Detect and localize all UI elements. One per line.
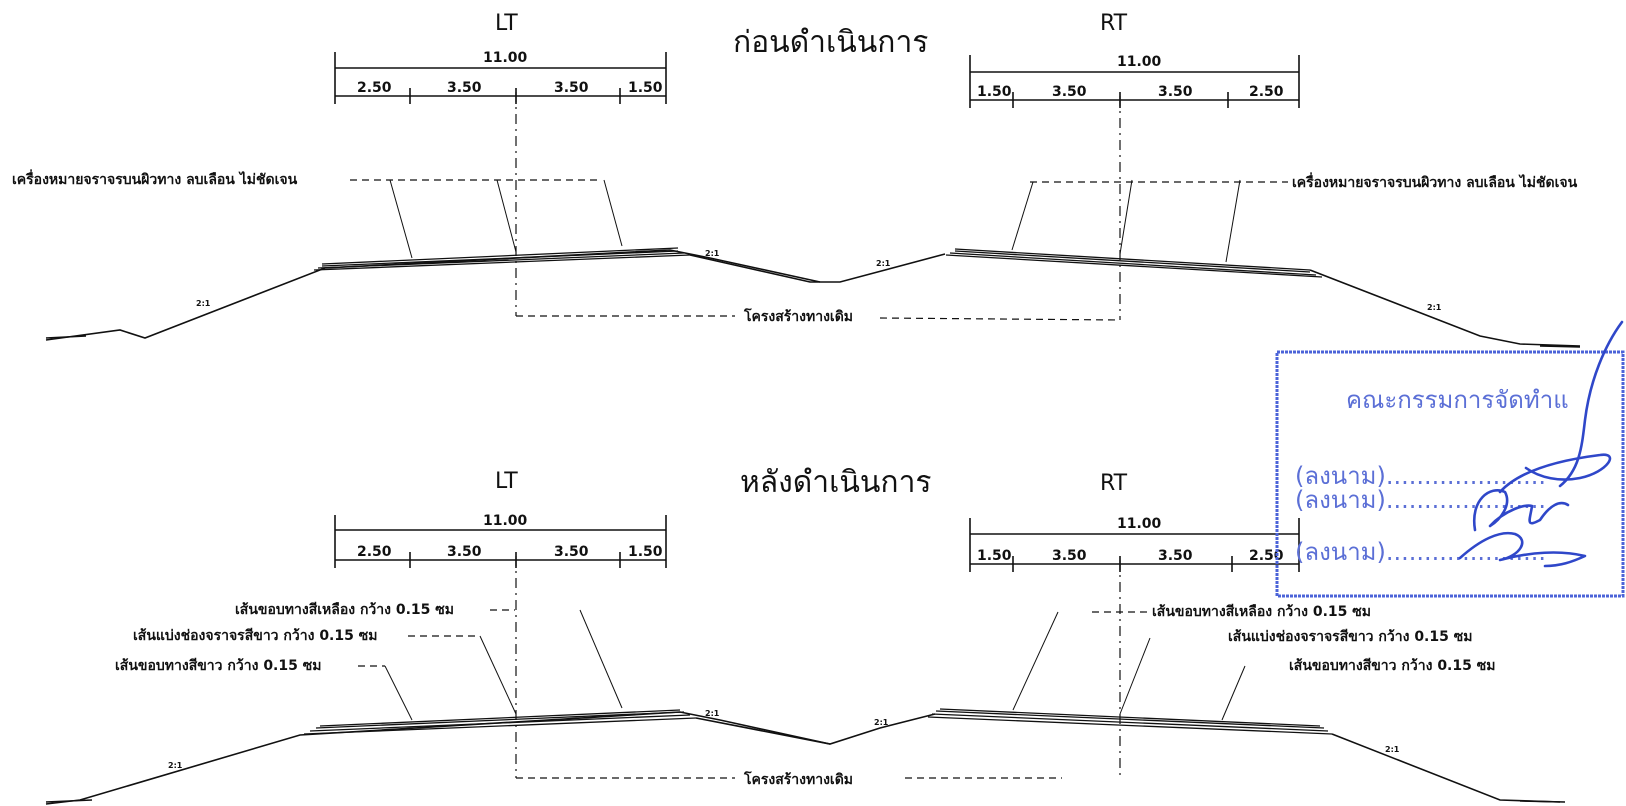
bottom-title: หลังดำเนินการ [740, 465, 932, 500]
bottom-leaders [384, 609, 1246, 721]
bottom-right-note-2: เส้นแบ่งช่องจราจรสีขาว กว้าง 0.15 ซม [1228, 629, 1472, 645]
stamp-heading: คณะกรรมการจัดทำแ [1346, 386, 1569, 414]
bottom-left-dim-2: 3.50 [447, 544, 482, 560]
top-right-dim-4: 2.50 [1249, 84, 1284, 100]
top-left-total: 11.00 [483, 50, 528, 66]
top-slope-4: 2:1 [1427, 303, 1442, 312]
top-right-side-label: RT [1100, 11, 1128, 36]
top-left-dim-3: 3.50 [554, 80, 589, 96]
committee-stamp: คณะกรรมการจัดทำแ (ลงนาม)................… [1275, 350, 1625, 598]
top-right-dim-3: 3.50 [1158, 84, 1193, 100]
top-slope-3: 2:1 [876, 259, 891, 268]
bottom-left-road [45, 709, 831, 805]
bottom-left-dim-1: 2.50 [357, 544, 392, 560]
top-left-dimensions: 11.00 2.50 3.50 3.50 1.50 [334, 50, 667, 104]
bottom-right-side-label: RT [1100, 471, 1128, 496]
bottom-left-total: 11.00 [483, 513, 528, 529]
bottom-median [695, 713, 936, 745]
bottom-right-dim-2: 3.50 [1052, 548, 1087, 564]
bottom-structure-label: โครงสร้างทางเดิม [743, 770, 853, 788]
bottom-right-road [927, 708, 1566, 803]
bottom-left-side-label: LT [495, 469, 518, 494]
bottom-left-dim-4: 1.50 [628, 544, 663, 560]
top-title: ก่อนดำเนินการ [733, 25, 928, 60]
stamp-sign-row-1: (ลงนาม)..................... [1295, 462, 1546, 490]
bottom-right-dim-1: 1.50 [977, 548, 1012, 564]
top-slope-2: 2:1 [705, 249, 720, 258]
top-slope-1: 2:1 [196, 299, 211, 308]
bottom-right-dim-3: 3.50 [1158, 548, 1193, 564]
bottom-right-dimensions: 11.00 1.50 3.50 3.50 2.50 [969, 516, 1300, 572]
handwritten-signatures [1458, 320, 1624, 568]
bottom-slope-4: 2:1 [1385, 745, 1400, 754]
top-left-dim-4: 1.50 [628, 80, 663, 96]
top-median [689, 253, 946, 283]
bottom-left-dimensions: 11.00 2.50 3.50 3.50 1.50 [334, 513, 667, 568]
top-right-total: 11.00 [1117, 54, 1162, 70]
top-right-dim-1: 1.50 [977, 84, 1012, 100]
bottom-left-note-2: เส้นแบ่งช่องจราจรสีขาว กว้าง 0.15 ซม [133, 628, 377, 644]
bottom-left-dim-3: 3.50 [554, 544, 589, 560]
top-left-dim-2: 3.50 [447, 80, 482, 96]
bottom-right-note-3: เส้นขอบทางสีขาว กว้าง 0.15 ซม [1289, 658, 1495, 674]
top-note-left: เครื่องหมายจราจรบนผิวทาง ลบเลือน ไม่ชัดเ… [12, 169, 298, 188]
top-left-side-label: LT [495, 11, 518, 36]
bottom-left-note-1: เส้นขอบทางสีเหลือง กว้าง 0.15 ซม [235, 602, 454, 618]
bottom-right-total: 11.00 [1117, 516, 1162, 532]
top-left-dim-1: 2.50 [357, 80, 392, 96]
bottom-right-dim-4: 2.50 [1249, 548, 1284, 564]
top-left-road [45, 247, 821, 341]
top-leaders [389, 179, 1241, 263]
top-right-dimensions: 11.00 1.50 3.50 3.50 2.50 [969, 54, 1300, 108]
bottom-slope-2: 2:1 [705, 709, 720, 718]
top-note-right: เครื่องหมายจราจรบนผิวทาง ลบเลือน ไม่ชัดเ… [1292, 172, 1578, 191]
top-structure-label: โครงสร้างทางเดิม [743, 307, 853, 325]
bottom-left-note-3: เส้นขอบทางสีขาว กว้าง 0.15 ซม [115, 658, 321, 674]
bottom-slope-3: 2:1 [874, 718, 889, 727]
bottom-right-note-1: เส้นขอบทางสีเหลือง กว้าง 0.15 ซม [1152, 604, 1371, 620]
top-right-road [945, 248, 1581, 348]
bottom-slope-1: 2:1 [168, 761, 183, 770]
top-right-dim-2: 3.50 [1052, 84, 1087, 100]
stamp-sign-row-3: (ลงนาม)..................... [1295, 538, 1546, 566]
